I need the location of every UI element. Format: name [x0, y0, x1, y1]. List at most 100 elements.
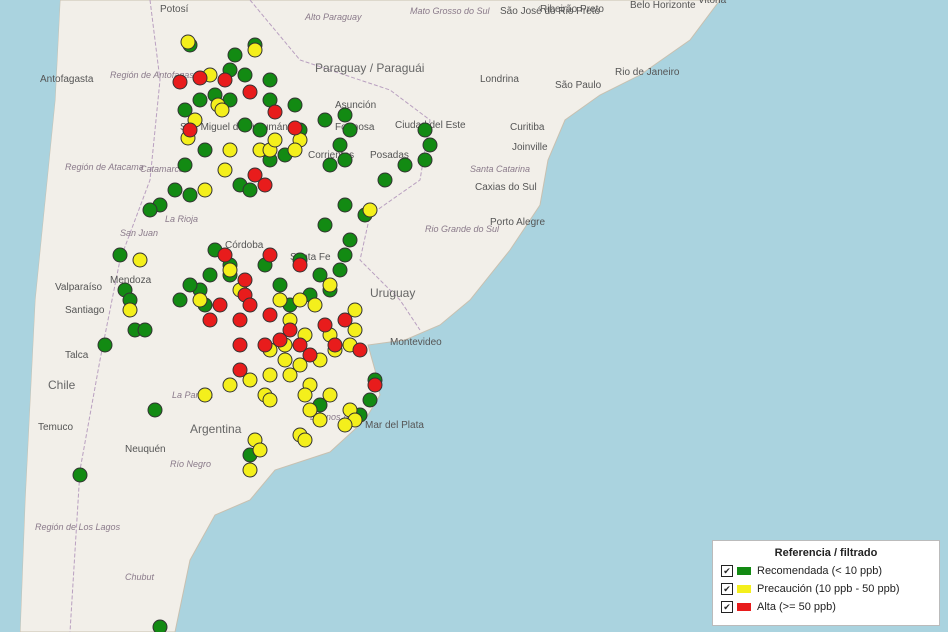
- place-label: Neuquén: [125, 444, 166, 455]
- place-label: Chile: [48, 378, 76, 392]
- checkbox[interactable]: ✔: [721, 601, 733, 613]
- station-marker: [337, 417, 353, 433]
- station-marker: [332, 137, 348, 153]
- station-marker: [247, 167, 263, 183]
- station-marker: [377, 172, 393, 188]
- station-marker: [397, 157, 413, 173]
- place-label: Vitória: [698, 0, 727, 6]
- place-label: Mar del Plata: [365, 420, 424, 431]
- station-marker: [237, 67, 253, 83]
- station-marker: [312, 412, 328, 428]
- station-marker: [292, 257, 308, 273]
- station-marker: [212, 297, 228, 313]
- station-marker: [302, 402, 318, 418]
- station-marker: [282, 322, 298, 338]
- station-marker: [257, 177, 273, 193]
- station-marker: [122, 302, 138, 318]
- station-marker: [342, 122, 358, 138]
- legend-label: Recomendada (< 10 ppb): [757, 565, 883, 577]
- station-marker: [222, 377, 238, 393]
- station-marker: [147, 402, 163, 418]
- place-label: San Miguel de Tucumán: [180, 122, 288, 133]
- place-label: Santa Fe: [290, 252, 331, 263]
- station-marker: [292, 337, 308, 353]
- station-marker: [262, 367, 278, 383]
- place-label: Talca: [65, 350, 89, 361]
- station-marker: [267, 104, 283, 120]
- station-marker: [362, 392, 378, 408]
- place-label: Porto Alegre: [490, 217, 545, 228]
- station-marker: [252, 122, 268, 138]
- station-marker: [217, 162, 233, 178]
- station-marker: [312, 267, 328, 283]
- station-marker: [337, 107, 353, 123]
- station-marker: [192, 70, 208, 86]
- place-label: São Paulo: [555, 80, 602, 91]
- station-marker: [342, 232, 358, 248]
- checkbox[interactable]: ✔: [721, 565, 733, 577]
- place-label: Valparaíso: [55, 282, 103, 293]
- place-label: Argentina: [190, 422, 242, 436]
- station-marker: [214, 102, 230, 118]
- legend: Referencia / filtrado ✔ Recomendada (< 10…: [712, 540, 940, 626]
- station-marker: [337, 152, 353, 168]
- place-label: Posadas: [370, 150, 409, 161]
- station-marker: [247, 42, 263, 58]
- station-marker: [197, 182, 213, 198]
- station-marker: [267, 132, 283, 148]
- station-marker: [177, 157, 193, 173]
- place-label: Paraguay / Paraguái: [315, 61, 424, 75]
- station-marker: [237, 117, 253, 133]
- station-marker: [257, 337, 273, 353]
- place-label: Corrientes: [308, 150, 354, 161]
- place-label: Catamarca: [140, 164, 184, 174]
- station-marker: [172, 74, 188, 90]
- station-marker: [202, 267, 218, 283]
- station-marker: [132, 252, 148, 268]
- station-marker: [277, 352, 293, 368]
- station-marker: [297, 432, 313, 448]
- place-label: Región de Los Lagos: [35, 522, 121, 532]
- station-marker: [362, 202, 378, 218]
- place-label: Caxias do Sul: [475, 182, 537, 193]
- station-marker: [347, 322, 363, 338]
- station-marker: [302, 347, 318, 363]
- place-label: Rio de Janeiro: [615, 67, 680, 78]
- place-label: Alto Paraguay: [304, 12, 362, 22]
- station-marker: [232, 337, 248, 353]
- place-label: Potosí: [160, 4, 189, 15]
- place-label: Curitiba: [510, 122, 545, 133]
- checkbox[interactable]: ✔: [721, 583, 733, 595]
- station-marker: [142, 202, 158, 218]
- station-marker: [252, 442, 268, 458]
- place-label: Ribeirão Preto: [540, 4, 604, 15]
- station-marker: [322, 277, 338, 293]
- station-marker: [182, 122, 198, 138]
- land: [19, 0, 721, 632]
- place-label: Buenos Aires: [310, 412, 364, 422]
- legend-swatch: [737, 603, 751, 611]
- station-marker: [182, 277, 198, 293]
- place-label: La Pampa: [172, 390, 213, 400]
- place-label: Región de Antofagasta: [110, 70, 201, 80]
- legend-label: Alta (>= 50 ppb): [757, 601, 836, 613]
- station-marker: [217, 72, 233, 88]
- station-marker: [262, 392, 278, 408]
- place-label: Belo Horizonte: [630, 0, 696, 11]
- station-marker: [327, 337, 343, 353]
- legend-item: ✔ Precaución (10 ppb - 50 ppb): [721, 583, 931, 595]
- station-marker: [322, 157, 338, 173]
- station-marker: [292, 292, 308, 308]
- place-label: Santiago: [65, 305, 105, 316]
- place-label: Londrina: [480, 74, 519, 85]
- station-marker: [72, 467, 88, 483]
- station-marker: [172, 292, 188, 308]
- station-marker: [272, 292, 288, 308]
- station-marker: [237, 272, 253, 288]
- place-label: Región de Atacama: [65, 162, 144, 172]
- station-marker: [262, 307, 278, 323]
- station-marker: [322, 387, 338, 403]
- station-marker: [417, 152, 433, 168]
- station-marker: [262, 72, 278, 88]
